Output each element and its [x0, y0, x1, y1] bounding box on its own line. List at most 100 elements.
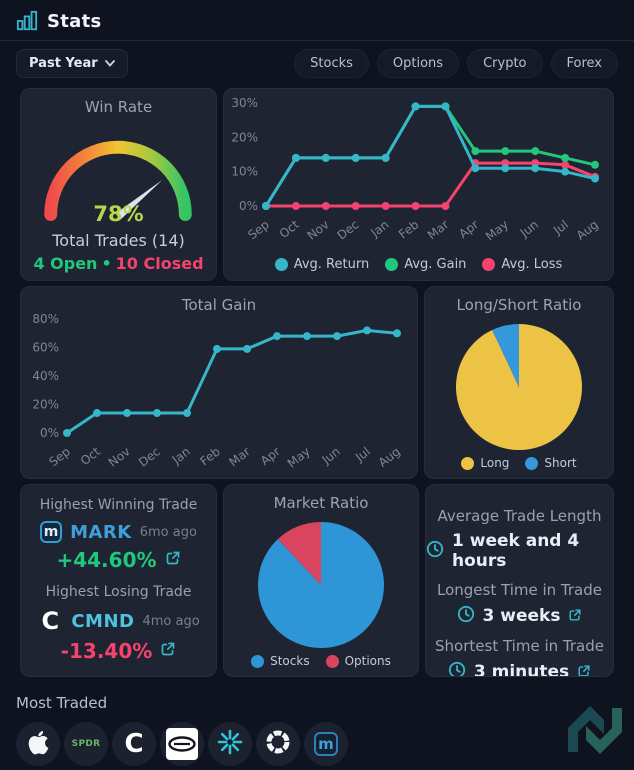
- legend-dot: [461, 456, 475, 470]
- svg-text:Dec: Dec: [335, 217, 362, 242]
- chart-legend: Avg. Return Avg. Gain Avg. Loss: [224, 257, 613, 272]
- win-rate-title: Win Rate: [84, 98, 153, 116]
- app-header: Stats: [0, 0, 634, 40]
- svg-text:Jun: Jun: [517, 217, 541, 240]
- legend-item[interactable]: Options: [325, 654, 391, 668]
- separator-dot: •: [101, 254, 112, 273]
- chart-legend: Long Short: [425, 456, 613, 470]
- losing-ticker-link[interactable]: CMND: [71, 610, 135, 632]
- svg-text:Nov: Nov: [305, 217, 332, 242]
- apple-logo-icon: [26, 729, 50, 759]
- bar-chart-logo-icon: [16, 10, 38, 32]
- external-link-icon[interactable]: [165, 550, 181, 570]
- svg-text:0%: 0%: [239, 199, 258, 213]
- mark-ticker-logo: m: [40, 521, 63, 543]
- open-count: 4 Open: [33, 254, 98, 273]
- total-gain-chart[interactable]: 0% 20% 40% 60% 80% Sep Oct Nov Dec Jan Feb Mar Apr Ma…: [21, 287, 417, 478]
- svg-text:80%: 80%: [32, 312, 59, 326]
- legend-item[interactable]: Long: [461, 456, 509, 470]
- legend-item[interactable]: Short: [525, 456, 577, 470]
- total-gain-title: Total Gain: [181, 296, 257, 314]
- avg-trade-length-value: 1 week and 4 hours: [452, 531, 580, 571]
- ring-logo-icon: [264, 728, 292, 760]
- market-tabs: Stocks Options Crypto Forex: [294, 49, 618, 78]
- svg-text:Jun: Jun: [319, 444, 343, 467]
- svg-text:May: May: [285, 444, 313, 470]
- legend-item[interactable]: Avg. Return: [274, 257, 369, 272]
- open-closed-row: 4 Open • 10 Closed: [21, 254, 216, 273]
- svg-text:Sep: Sep: [245, 217, 271, 242]
- svg-text:20%: 20%: [32, 398, 59, 412]
- svg-text:Jan: Jan: [169, 444, 193, 467]
- svg-text:Mar: Mar: [226, 444, 253, 469]
- market-ratio-pie[interactable]: Stocks Options: [224, 485, 418, 676]
- most-traded-oval-badge[interactable]: [160, 722, 204, 766]
- cmnd-ticker-logo: C: [41, 607, 60, 635]
- most-traded-apple[interactable]: [16, 722, 60, 766]
- most-traded-mark[interactable]: m: [304, 722, 348, 766]
- winning-ticker-link[interactable]: MARK: [70, 521, 132, 543]
- most-traded-ring[interactable]: [256, 722, 300, 766]
- winning-time-ago: 6mo ago: [139, 524, 197, 540]
- most-traded-asterisk[interactable]: [208, 722, 252, 766]
- long-short-pie[interactable]: Long Short: [425, 287, 613, 478]
- win-rate-card: Win Rate 78% Total Trades (14) 4 Open • 10…: [20, 88, 217, 281]
- avg-performance-chart[interactable]: 0% 10% 20% 30% Sep Oct Nov Dec Jan Feb Mar Apr May Ju…: [224, 89, 613, 280]
- oval-badge-logo: [166, 728, 198, 760]
- mark-logo: m: [314, 732, 338, 756]
- legend-item[interactable]: Avg. Loss: [482, 257, 562, 272]
- highest-trades-card: Highest Winning Trade m MARK 6mo ago +44…: [20, 484, 217, 677]
- clock-icon: [426, 540, 444, 562]
- external-link-icon[interactable]: [577, 663, 591, 676]
- closed-count: 10 Closed: [115, 254, 204, 273]
- legend-dot: [274, 258, 288, 271]
- avg-trade-length-label: Average Trade Length: [437, 507, 602, 525]
- losing-time-ago: 4mo ago: [142, 613, 200, 629]
- svg-text:Aug: Aug: [376, 444, 403, 469]
- long-short-title: Long/Short Ratio: [456, 296, 582, 314]
- header-divider: [0, 40, 634, 41]
- svg-text:Oct: Oct: [277, 217, 302, 241]
- most-traded-cmnd[interactable]: C: [112, 722, 156, 766]
- longest-time-value: 3 weeks: [482, 606, 561, 626]
- tab-stocks[interactable]: Stocks: [294, 49, 369, 78]
- longest-time-label: Longest Time in Trade: [437, 581, 602, 599]
- filter-row: Past Year Stocks Options Crypto Forex: [0, 41, 634, 86]
- clock-icon: [457, 605, 475, 627]
- win-rate-gauge: [21, 115, 216, 227]
- shortest-time-value: 3 minutes: [473, 662, 570, 677]
- svg-text:Dec: Dec: [136, 444, 163, 469]
- losing-percent: -13.40%: [60, 639, 153, 663]
- external-link-icon[interactable]: [160, 641, 176, 661]
- legend-item[interactable]: Stocks: [251, 654, 310, 668]
- market-ratio-card: Market Ratio Stocks Options: [223, 484, 419, 677]
- tab-forex[interactable]: Forex: [550, 49, 618, 78]
- svg-text:Jul: Jul: [550, 217, 571, 238]
- svg-text:Apr: Apr: [258, 444, 283, 468]
- legend-dot: [482, 258, 496, 271]
- period-dropdown[interactable]: Past Year: [16, 49, 128, 78]
- shortest-time-label: Shortest Time in Trade: [435, 637, 604, 655]
- svg-text:0%: 0%: [40, 426, 59, 440]
- most-traded-spdr[interactable]: SPDR: [64, 722, 108, 766]
- cmnd-logo: C: [124, 729, 144, 759]
- page-title: Stats: [47, 10, 102, 32]
- svg-text:30%: 30%: [231, 96, 258, 110]
- highest-losing-heading: Highest Losing Trade: [45, 584, 192, 600]
- svg-text:Feb: Feb: [396, 217, 421, 241]
- clock-icon: [448, 661, 466, 676]
- legend-dot: [325, 654, 339, 668]
- chart-legend: Stocks Options: [224, 654, 418, 668]
- svg-text:Apr: Apr: [456, 217, 481, 241]
- tab-options[interactable]: Options: [376, 49, 460, 78]
- external-link-icon[interactable]: [568, 607, 582, 626]
- spdr-logo: SPDR: [71, 739, 101, 749]
- tab-crypto[interactable]: Crypto: [467, 49, 543, 78]
- legend-item[interactable]: Avg. Gain: [385, 257, 466, 272]
- legend-dot: [385, 258, 399, 271]
- svg-text:Oct: Oct: [78, 444, 103, 468]
- svg-text:Mar: Mar: [425, 217, 452, 242]
- period-label: Past Year: [29, 56, 98, 71]
- stats-grid: Win Rate 78% Total Trades (14) 4 Open • 10…: [0, 86, 634, 677]
- svg-text:20%: 20%: [231, 130, 258, 144]
